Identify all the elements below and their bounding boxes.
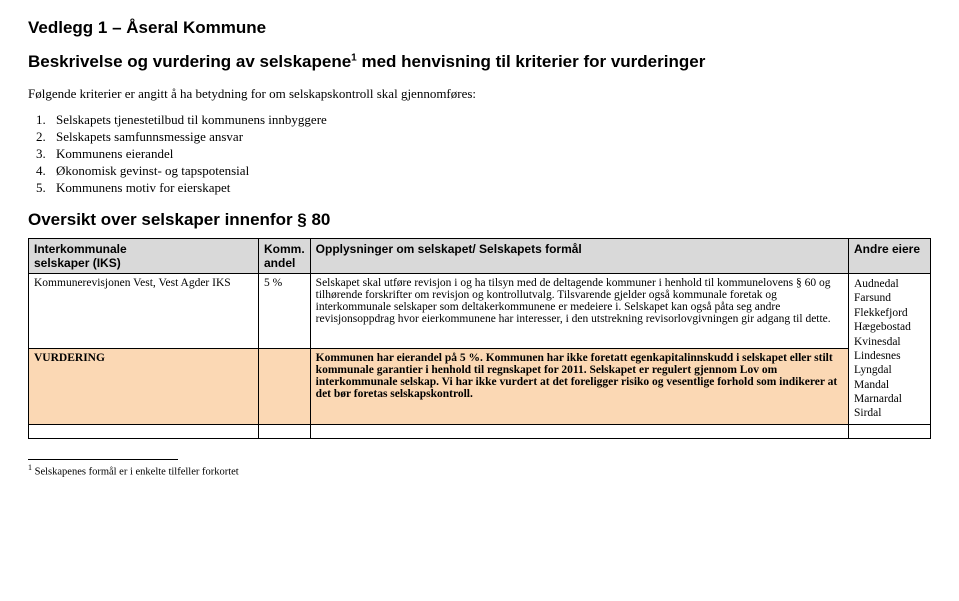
table-empty-row (29, 424, 931, 438)
cell-name: Kommunerevisjonen Vest, Vest Agder IKS (29, 274, 259, 349)
overview-table: Interkommunale selskaper (IKS) Komm. and… (28, 238, 931, 439)
eier-item: Audnedal (854, 277, 925, 291)
eier-item: Lindesnes (854, 349, 925, 363)
intro-text: Følgende kriterier er angitt å ha betydn… (28, 86, 931, 102)
subtitle-pre: Beskrivelse og vurdering av selskapene (28, 52, 351, 71)
header-line: andel (264, 256, 295, 270)
footnote-text: Selskapenes formål er i enkelte tilfelle… (32, 466, 239, 477)
table-row: Kommunerevisjonen Vest, Vest Agder IKS 5… (29, 274, 931, 349)
cell-desc: Selskapet skal utføre revisjon i og ha t… (310, 274, 848, 349)
criteria-list: Selskapets tjenestetilbud til kommunens … (28, 112, 931, 196)
list-item: Kommunens motiv for eierskapet (56, 180, 931, 196)
eier-item: Marnardal (854, 392, 925, 406)
page-subtitle: Beskrivelse og vurdering av selskapene1 … (28, 52, 931, 72)
list-item: Kommunens eierandel (56, 146, 931, 162)
col-header-andel: Komm. andel (259, 239, 311, 274)
vurdering-text: Kommunen har eierandel på 5 %. Kommunen … (310, 349, 848, 424)
empty-cell (849, 424, 931, 438)
eier-item: Hægebostad (854, 320, 925, 334)
footnote: 1 Selskapenes formål er i enkelte tilfel… (28, 463, 931, 478)
col-header-selskaper: Interkommunale selskaper (IKS) (29, 239, 259, 274)
eier-item: Flekkefjord (854, 306, 925, 320)
vurdering-label: VURDERING (29, 349, 259, 424)
subtitle-post: med henvisning til kriterier for vurderi… (357, 52, 706, 71)
col-header-eiere: Andre eiere (849, 239, 931, 274)
eier-item: Sirdal (854, 406, 925, 420)
table-row-vurdering: VURDERING Kommunen har eierandel på 5 %.… (29, 349, 931, 424)
header-line: selskaper (IKS) (34, 256, 121, 270)
empty-cell (29, 424, 259, 438)
footnote-separator (28, 459, 178, 460)
list-item: Økonomisk gevinst- og tapspotensial (56, 163, 931, 179)
eier-item: Farsund (854, 291, 925, 305)
table-header-row: Interkommunale selskaper (IKS) Komm. and… (29, 239, 931, 274)
vurdering-pct (259, 349, 311, 424)
header-line: Interkommunale (34, 242, 127, 256)
page-title: Vedlegg 1 – Åseral Kommune (28, 18, 931, 38)
section-heading: Oversikt over selskaper innenfor § 80 (28, 210, 931, 230)
empty-cell (310, 424, 848, 438)
col-header-formal: Opplysninger om selskapet/ Selskapets fo… (310, 239, 848, 274)
cell-pct: 5 % (259, 274, 311, 349)
list-item: Selskapets tjenestetilbud til kommunens … (56, 112, 931, 128)
header-line: Komm. (264, 242, 305, 256)
eier-item: Lyngdal (854, 363, 925, 377)
cell-eiere: Audnedal Farsund Flekkefjord Hægebostad … (849, 274, 931, 425)
list-item: Selskapets samfunnsmessige ansvar (56, 129, 931, 145)
vurdering-bold-text: Kommunen har eierandel på 5 %. Kommunen … (316, 352, 838, 400)
empty-cell (259, 424, 311, 438)
eier-item: Mandal (854, 378, 925, 392)
eier-item: Kvinesdal (854, 335, 925, 349)
